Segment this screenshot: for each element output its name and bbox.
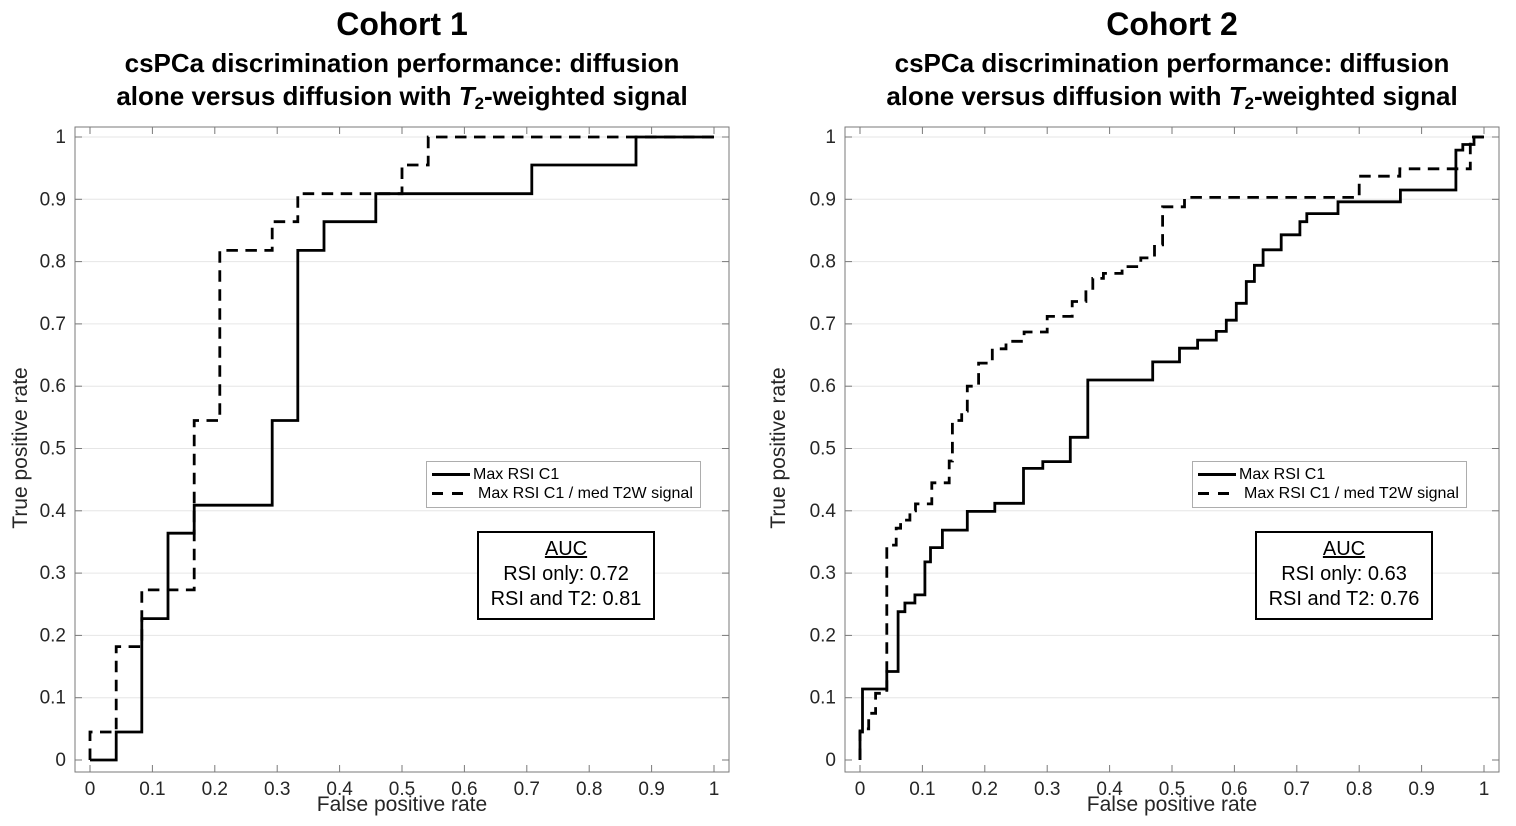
auc-annotation-box: AUC RSI only: 0.63 RSI and T2: 0.76 — [1255, 531, 1433, 620]
legend-label: Max RSI C1 / med T2W signal — [478, 484, 693, 502]
y-tick-label: 0.9 — [810, 189, 836, 210]
x-tick-label: 0.4 — [326, 779, 353, 800]
y-tick-label: 0.2 — [40, 625, 66, 646]
axes-box — [74, 126, 730, 773]
x-tick-label: 0.9 — [638, 779, 664, 800]
auc-annotation-box: AUC RSI only: 0.72 RSI and T2: 0.81 — [477, 531, 655, 620]
x-tick-label: 0.2 — [202, 779, 228, 800]
x-axis-label: False positive rate — [1086, 793, 1258, 816]
chart-title-cohort2: Cohort 2 — [1106, 6, 1238, 42]
y-tick-label: 0.1 — [810, 688, 836, 709]
y-axis-label: True positive rate — [767, 367, 790, 529]
legend-item-solid: Max RSI C1 — [432, 465, 693, 484]
subtitle-text-post: -weighted signal — [484, 81, 688, 111]
legend: Max RSI C1 Max RSI C1 / med T2W signal — [426, 461, 701, 508]
x-tick-label: 0.1 — [139, 779, 165, 800]
y-tick-label: 0.3 — [40, 563, 66, 584]
legend-item-solid: Max RSI C1 — [1198, 465, 1459, 484]
chart-title-cohort1: Cohort 1 — [336, 6, 468, 42]
solid-line-swatch-icon — [1198, 473, 1236, 476]
y-axis-label: True positive rate — [9, 367, 32, 529]
dashed-line-swatch-icon — [1198, 492, 1236, 495]
y-tick-label: 0.4 — [40, 501, 67, 522]
x-tick-label: 0.7 — [514, 779, 540, 800]
y-tick-label: 0 — [55, 750, 66, 771]
y-tick-label: 0.4 — [810, 501, 837, 522]
axes-box — [844, 126, 1500, 773]
y-tick-label: 0.6 — [40, 376, 66, 397]
x-tick-label: 0.7 — [1284, 779, 1310, 800]
chart-panel-cohort2: Cohort 2 csPCa discrimination performanc… — [758, 0, 1516, 826]
subtitle-math-subscript: 2 — [1244, 94, 1254, 114]
x-tick-label: 0.3 — [1034, 779, 1060, 800]
y-tick-label: 0.8 — [810, 252, 836, 273]
chart-subtitle-line2: alone versus diffusion with T2-weighted … — [116, 81, 687, 114]
y-tick-label: 0.8 — [40, 252, 66, 273]
legend-label: Max RSI C1 — [1239, 465, 1326, 483]
x-tick-label: 0 — [855, 779, 866, 800]
roc-curve-dashed — [88, 135, 714, 760]
y-tick-label: 0.1 — [40, 688, 66, 709]
chart-subtitle-line2: alone versus diffusion with T2-weighted … — [886, 81, 1457, 114]
y-tick-label: 0.7 — [810, 314, 836, 335]
x-tick-label: 0.3 — [264, 779, 290, 800]
x-tick-label: 0.8 — [576, 779, 602, 800]
roc-chart-cohort2: 0 0.1 0.2 0.3 0.4 0.5 0.6 0.7 0.8 0.9 1 0 0.1 0.2 0.3 0… — [810, 126, 1500, 800]
y-tick-label: 0.2 — [810, 625, 836, 646]
auc-header: AUC — [544, 538, 588, 560]
x-tick-label: 0.5 — [1159, 779, 1185, 800]
y-tick-label: 0.5 — [810, 439, 836, 460]
auc-line-rsi-t2: RSI and T2: 0.76 — [1268, 588, 1420, 610]
chart-subtitle-line1: csPCa discrimination performance: diffus… — [124, 48, 680, 78]
auc-line-rsi-t2: RSI and T2: 0.81 — [490, 588, 642, 610]
subtitle-text-post: -weighted signal — [1254, 81, 1458, 111]
y-tick-label: 1 — [825, 127, 836, 148]
roc-chart-cohort1: 0 0.1 0.2 0.3 0.4 0.5 0.6 0.7 0.8 0.9 1 0 0.1 0.2 0.3 0… — [40, 126, 730, 800]
x-tick-label: 0.4 — [1096, 779, 1123, 800]
auc-line-rsi-only: RSI only: 0.63 — [1281, 563, 1407, 585]
y-tick-label: 0.7 — [40, 314, 66, 335]
subtitle-math-subscript: 2 — [474, 94, 484, 114]
y-tick-label: 0.9 — [40, 189, 66, 210]
x-tick-label: 0.8 — [1346, 779, 1372, 800]
auc-line-rsi-only: RSI only: 0.72 — [503, 563, 629, 585]
roc-curve-solid — [90, 135, 714, 762]
y-tick-label: 0.5 — [40, 439, 66, 460]
y-tick-label: 0.6 — [810, 376, 836, 397]
auc-header: AUC — [1322, 538, 1366, 560]
x-tick-label: 0.6 — [451, 779, 477, 800]
x-axis-label: False positive rate — [316, 793, 488, 816]
legend-item-dashed: Max RSI C1 / med T2W signal — [1198, 484, 1459, 503]
y-tick-label: 0.3 — [810, 563, 836, 584]
x-tick-label: 0.5 — [389, 779, 415, 800]
x-tick-label: 0.2 — [972, 779, 998, 800]
chart-panel-cohort1: Cohort 1 csPCa discrimination performanc… — [9, 6, 730, 816]
dashed-line-swatch-icon — [432, 492, 470, 495]
legend-item-dashed: Max RSI C1 / med T2W signal — [432, 484, 693, 503]
roc-curve-dashed — [858, 135, 1484, 760]
x-tick-label: 0.1 — [909, 779, 935, 800]
subtitle-math-var: T — [1228, 81, 1245, 111]
legend: Max RSI C1 Max RSI C1 / med T2W signal — [1192, 461, 1467, 508]
subtitle-math-var: T — [458, 81, 475, 111]
x-tick-label: 0 — [85, 779, 96, 800]
x-tick-label: 0.6 — [1221, 779, 1247, 800]
legend-label: Max RSI C1 — [473, 465, 560, 483]
roc-curve-solid — [858, 135, 1484, 760]
chart-subtitle-line1: csPCa discrimination performance: diffus… — [894, 48, 1450, 78]
subtitle-text-pre: alone versus diffusion with — [886, 81, 1229, 111]
y-tick-label: 0 — [825, 750, 836, 771]
subtitle-text-pre: alone versus diffusion with — [116, 81, 459, 111]
x-tick-label: 0.9 — [1408, 779, 1434, 800]
legend-label: Max RSI C1 / med T2W signal — [1244, 484, 1459, 502]
solid-line-swatch-icon — [432, 473, 470, 476]
y-tick-label: 1 — [55, 127, 66, 148]
x-tick-label: 1 — [709, 779, 720, 800]
x-tick-label: 1 — [1479, 779, 1490, 800]
